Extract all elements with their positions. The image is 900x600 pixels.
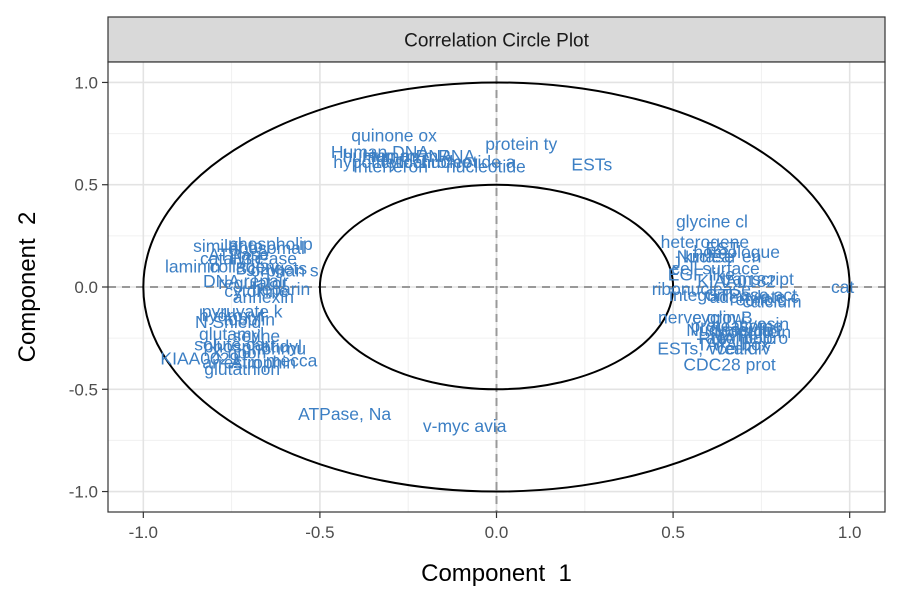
variable-label: kinase (683, 246, 734, 266)
variable-label: X ribon (211, 342, 266, 362)
variable-label: myosin (734, 314, 789, 334)
variable-label: nucleotide a (421, 152, 516, 172)
x-tick-label: 0.0 (485, 523, 509, 542)
inner-correlation-circle (318, 183, 675, 391)
variable-label: ubiquitin (715, 320, 780, 340)
variable-label: N Shield (195, 312, 261, 332)
variable-label: regulator (218, 273, 287, 293)
chart-title: Correlation Circle Plot (404, 31, 590, 52)
variable-label: apolipopro (706, 328, 788, 348)
variable-label: heparin (252, 279, 310, 299)
variable-label: annexin (233, 287, 294, 307)
y-axis-ticks: -1.0 -0.5 0.0 0.5 1.0 (69, 73, 108, 502)
variable-label: cytokine (224, 281, 288, 301)
outer-correlation-circle (142, 81, 851, 493)
variable-label: EGF like (668, 265, 735, 285)
variable-label: homologue (693, 242, 780, 262)
facet-strip (107, 16, 886, 63)
variable-label: ESTs, Weak (657, 338, 752, 358)
variable-label: KIAA0182 (697, 271, 776, 291)
variable-label: ATPase, Na (298, 404, 391, 424)
variable-label: cytochrome (381, 152, 471, 172)
correlation-circles (142, 81, 851, 493)
variable-label: TATA box (697, 334, 770, 354)
variable-label: Nucleoside (686, 320, 773, 340)
x-axis-title: Component 1 (421, 560, 572, 587)
y-tick-label: 0.0 (74, 278, 98, 297)
variable-label: H3 Pase (230, 248, 297, 268)
variable-label: cat (831, 277, 854, 297)
variable-label: integrin (669, 285, 726, 305)
variable-label: ESTs (571, 154, 612, 174)
variable-label: cyclin B (692, 308, 752, 328)
variable-label: mecca (266, 351, 318, 371)
variable-label: serine (233, 326, 281, 346)
variable-label: ghbhrnu (242, 338, 306, 358)
variable-label: Nuclear en (677, 246, 762, 266)
variable-label: ribosomal (229, 238, 305, 258)
variable-label: arrestin (202, 353, 260, 373)
variable-label: v-ets (269, 259, 307, 279)
variable-label: CDC28 prot (683, 355, 776, 375)
y-tick-label: 1.0 (74, 73, 98, 92)
variable-label: glutathion (204, 359, 280, 379)
y-axis-title: Component 2 (14, 212, 41, 363)
variable-label: human mRNA (343, 146, 453, 166)
reference-lines (108, 62, 885, 512)
variable-label: proteasome (690, 316, 782, 336)
variable-label: tubulin (223, 310, 275, 330)
variable-label: hypothetical (333, 152, 426, 172)
x-tick-label: -1.0 (129, 523, 158, 542)
variable-label: nerve grow (658, 308, 745, 328)
variable-label: protein ty (485, 134, 557, 154)
x-tick-label: 1.0 (838, 523, 862, 542)
variable-label: pyruvate k (202, 302, 283, 322)
variable-label: DNA repair (203, 271, 289, 291)
variable-label: RNA helic (698, 328, 775, 348)
variable-label: EST (706, 238, 740, 258)
variable-label: laminin (165, 257, 220, 277)
variable-label: calcium (742, 291, 801, 311)
variable-label: quinone ox (351, 126, 437, 146)
x-tick-label: -0.5 (305, 523, 334, 542)
variable-label: GTPase act (705, 285, 798, 305)
variable-label: retinoic (730, 289, 787, 309)
variable-label: heterogene (661, 232, 750, 252)
y-tick-label: -1.0 (69, 483, 98, 502)
x-tick-label: 0.5 (661, 523, 685, 542)
variable-label: Human mRNA (362, 146, 475, 166)
variable-label: orphan s (251, 261, 319, 281)
variable-label: KIAA0029 (160, 349, 239, 369)
variable-label: ribonuclease (652, 279, 751, 299)
variable-label: hydroxyl (199, 306, 264, 326)
y-tick-label: -0.5 (69, 380, 98, 399)
variable-label: Bcl2 g (236, 259, 285, 279)
variable-label: cell div (717, 338, 771, 358)
variable-label: phospholip (228, 234, 313, 254)
variable-label: catalytic (200, 248, 263, 268)
variable-label: v-myc avia (423, 416, 507, 436)
variable-label: transcript (722, 269, 794, 289)
variable-label: glutamyl (199, 324, 264, 344)
variable-label: adenylate c (710, 287, 800, 307)
variable-label: lipoprotein (710, 322, 791, 342)
variable-label: cell surface (671, 259, 760, 279)
variable-label: Interferon (353, 156, 428, 176)
variable-label: solute carr (194, 334, 276, 354)
variable-label: J (672, 252, 681, 272)
variable-label: collagen (210, 257, 275, 277)
variable-label: Human DNA (331, 142, 430, 162)
variable-label: ATPase (208, 244, 269, 264)
variable-label: phosphatidyl (204, 336, 302, 356)
y-tick-label: 0.5 (74, 176, 98, 195)
variable-label: similar to (193, 236, 263, 256)
x-axis-ticks: -1.0 -0.5 0.0 0.5 1.0 (129, 512, 862, 542)
variable-label: Atrophin (231, 353, 296, 373)
variable-label: nucleotide (446, 156, 526, 176)
variable-label: glycine cl (676, 212, 748, 232)
